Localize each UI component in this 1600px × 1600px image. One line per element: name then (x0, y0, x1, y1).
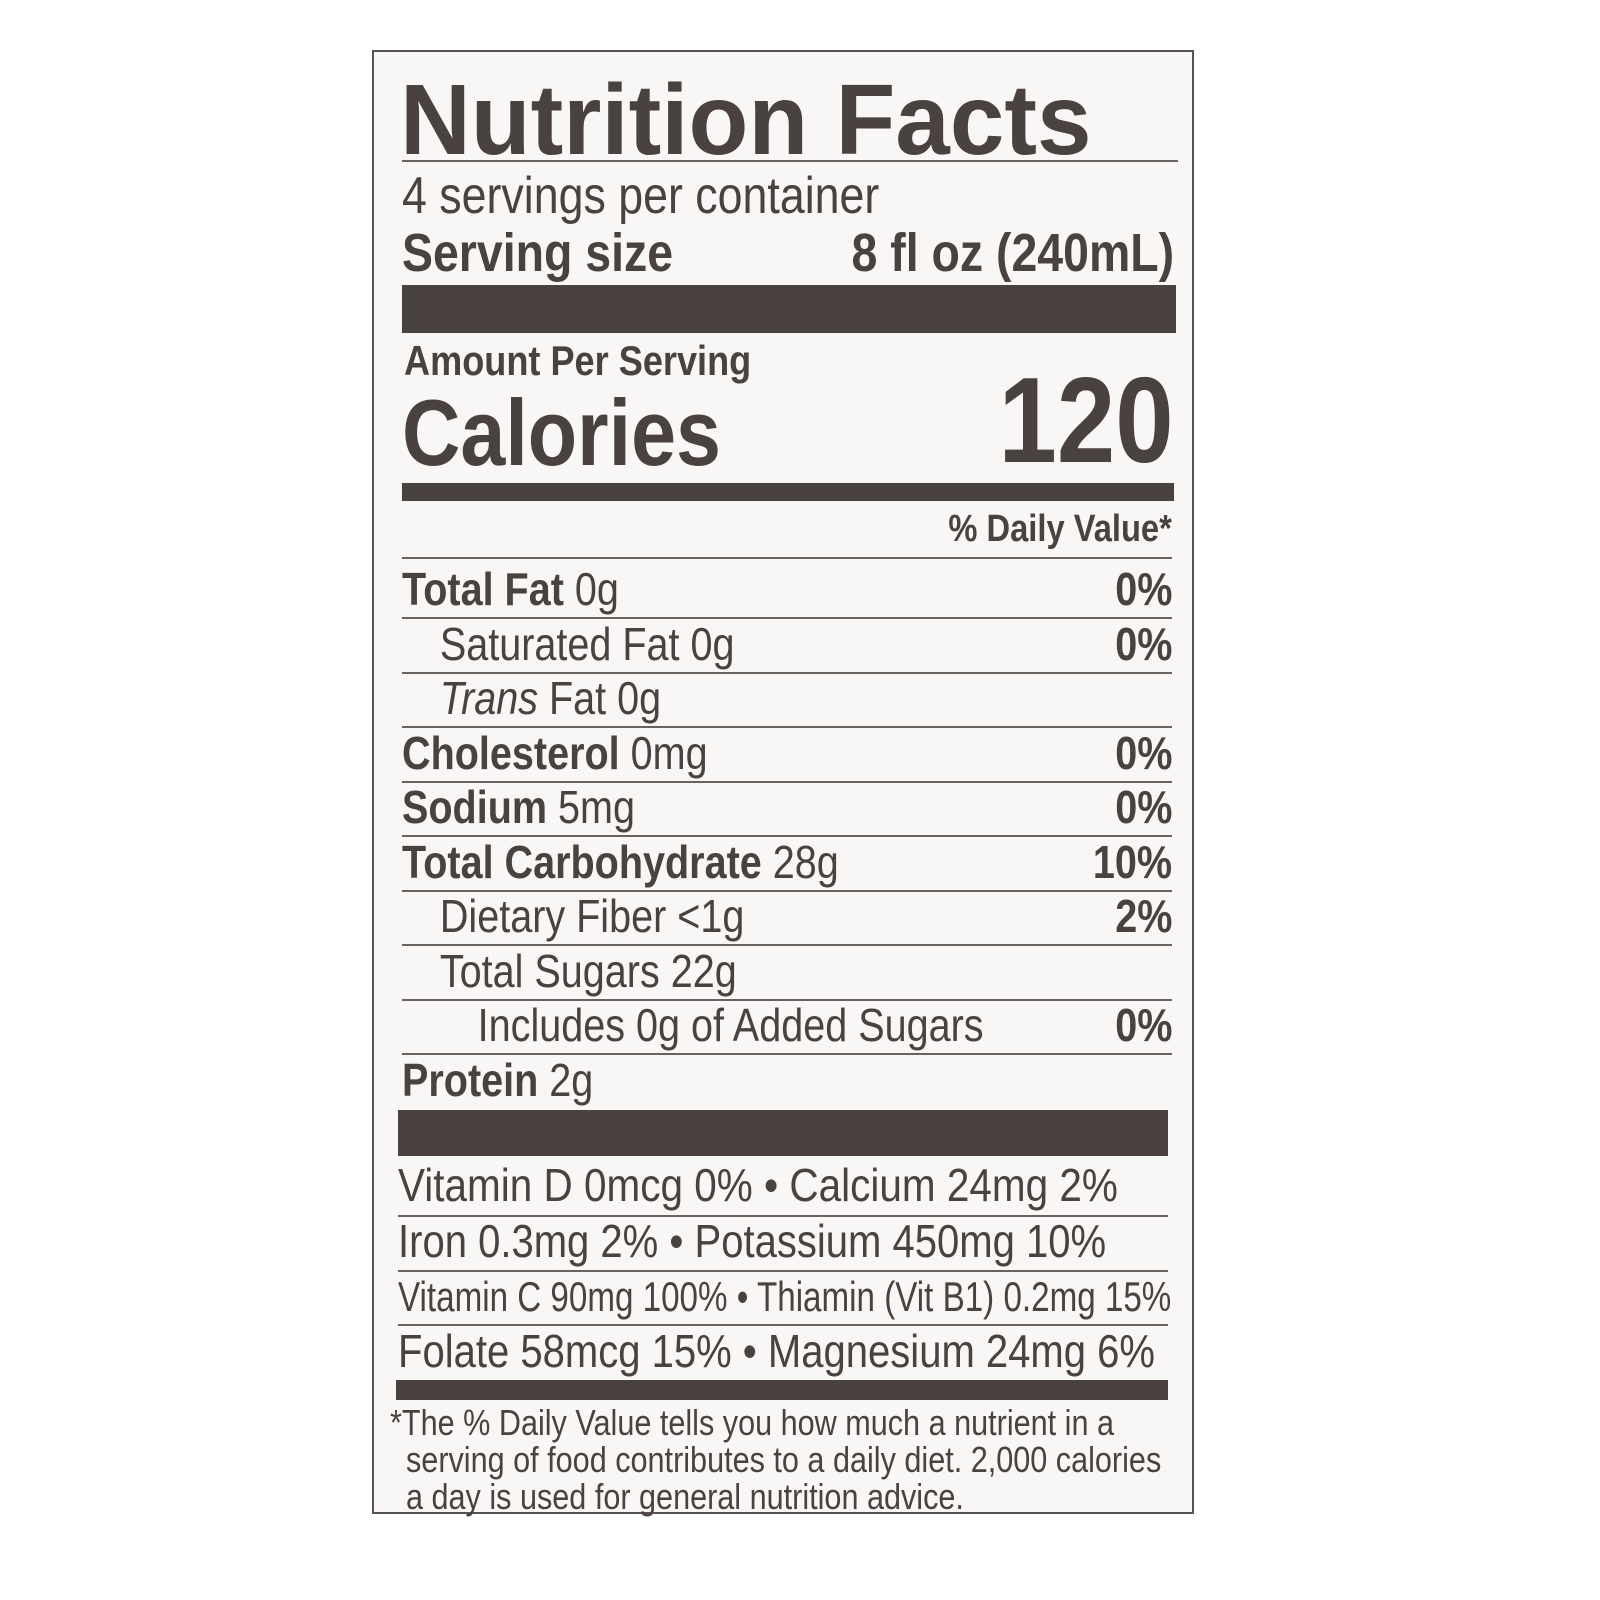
nutrient-row: Dietary Fiber <1g 2% (402, 889, 1172, 943)
nutrient-amount: <1g (677, 890, 745, 942)
nutrient-row: Trans Fat 0g (402, 671, 1172, 725)
header-divider (402, 557, 1172, 559)
nutrient-amount: 0g (690, 617, 735, 670)
nutrient-name: Saturated Fat 0g (439, 617, 735, 670)
nutrient-row: Total Sugars 22g (402, 944, 1172, 998)
nutrient-amount: 0g (574, 563, 619, 615)
nutrient-name: Sodium 5mg (402, 781, 636, 833)
nutrient-row: Sodium 5mg 0% (402, 780, 1172, 834)
row-divider (402, 944, 1172, 946)
vitamin-divider (398, 1270, 1168, 1272)
row-divider (402, 1053, 1172, 1055)
nutrient-name: Cholesterol 0mg (402, 726, 708, 779)
medium-divider (396, 1380, 1168, 1400)
nutrient-name: Includes 0g of Added Sugars (477, 999, 984, 1051)
daily-value-percent: 0% (1114, 726, 1172, 779)
serving-size-value: 8 fl oz (240mL) (851, 223, 1174, 283)
daily-value-percent: 10% (1092, 835, 1172, 888)
vitamin-line: Vitamin D 0mcg 0% • Calcium 24mg 2% (398, 1159, 1118, 1211)
thick-divider (398, 1110, 1168, 1156)
nutrient-row: Protein 2g (402, 1053, 1172, 1107)
nutrient-row: Total Fat 0g 0% (402, 562, 1172, 616)
nutrient-amount: 2g (549, 1053, 594, 1106)
nutrient-name: Total Fat 0g (402, 563, 619, 615)
title-divider (402, 160, 1178, 162)
nutrient-amount: 5mg (558, 781, 636, 833)
daily-value-percent: 0% (1114, 563, 1172, 615)
nutrient-row: Includes 0g of Added Sugars 0% (402, 998, 1172, 1052)
nutrient-name: Total Sugars 22g (439, 944, 737, 997)
daily-value-header: % Daily Value* (948, 508, 1172, 550)
daily-value-percent: 0% (1114, 781, 1172, 833)
row-divider (402, 835, 1172, 837)
row-divider (402, 889, 1172, 892)
medium-divider (402, 483, 1174, 501)
calories-value: 120 (998, 352, 1174, 488)
servings-per-container: 4 servings per container (402, 167, 880, 225)
nutrient-amount: 28g (772, 835, 839, 888)
footnote: *The % Daily Value tells you how much a … (390, 1402, 1162, 1517)
nutrient-name: Trans Fat 0g (439, 672, 662, 724)
row-divider (402, 780, 1172, 783)
nutrient-name: Total Carbohydrate 28g (402, 835, 839, 888)
daily-value-percent: 0% (1114, 617, 1172, 670)
nutrient-amount: 0g (617, 672, 662, 724)
label-title: Nutrition Facts (400, 64, 1092, 176)
nutrient-amount: 0mg (630, 726, 708, 779)
vitamin-line: Folate 58mcg 15% • Magnesium 24mg 6% (398, 1325, 1155, 1377)
row-divider (402, 617, 1172, 619)
nutrient-row: Total Carbohydrate 28g 10% (402, 835, 1172, 889)
serving-size-label: Serving size (402, 223, 674, 283)
row-divider (402, 671, 1172, 674)
calories-label: Calories (402, 380, 722, 485)
daily-value-percent: 0% (1114, 999, 1172, 1051)
thick-divider (402, 285, 1176, 333)
nutrient-row: Saturated Fat 0g 0% (402, 617, 1172, 671)
nutrient-row: Cholesterol 0mg 0% (402, 726, 1172, 780)
nutrition-facts-label: Nutrition Facts 4 servings per container… (372, 50, 1194, 1515)
row-divider (402, 998, 1172, 1001)
vitamin-line: Iron 0.3mg 2% • Potassium 450mg 10% (398, 1215, 1107, 1267)
nutrient-name: Dietary Fiber <1g (439, 890, 745, 942)
nutrient-name: Protein 2g (402, 1053, 594, 1106)
daily-value-percent: 2% (1114, 890, 1172, 942)
row-divider (402, 726, 1172, 728)
vitamin-divider (398, 1324, 1168, 1326)
vitamin-divider (398, 1215, 1168, 1217)
vitamin-line: Vitamin C 90mg 100% • Thiamin (Vit B1) 0… (398, 1273, 1172, 1320)
amount-per-serving: Amount Per Serving (404, 337, 752, 384)
nutrient-amount: 22g (670, 944, 737, 997)
